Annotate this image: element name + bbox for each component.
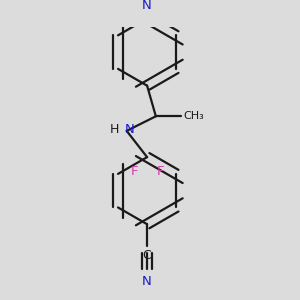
Text: H: H [110,123,119,136]
Text: N: N [125,123,135,136]
Text: C: C [143,249,152,262]
Text: F: F [156,165,164,178]
Text: N: N [142,0,152,12]
Text: F: F [130,165,138,178]
Text: CH₃: CH₃ [183,111,204,121]
Text: N: N [142,275,152,288]
